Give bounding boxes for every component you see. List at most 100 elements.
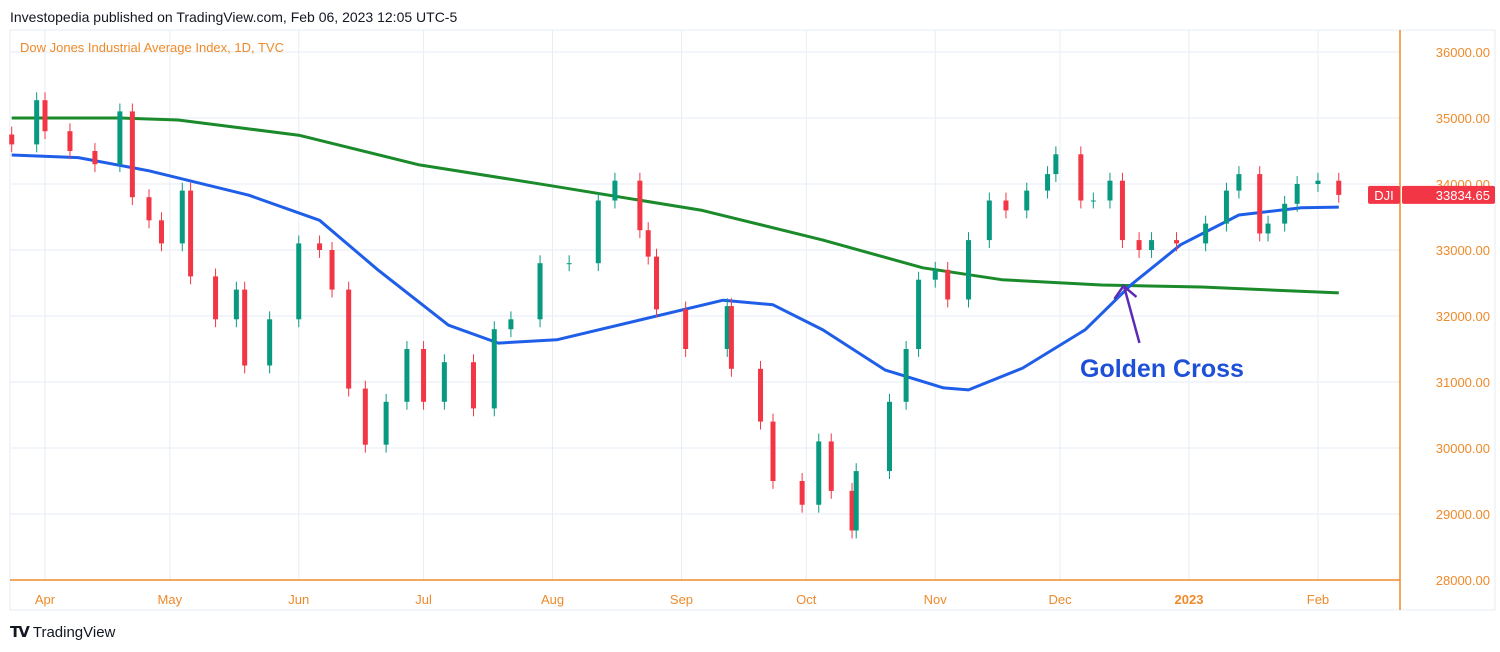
golden-cross-annotation: Golden Cross [1080, 355, 1244, 383]
candle-body [986, 200, 992, 241]
annotation-arrowhead-icon [1113, 284, 1138, 300]
x-tick-label: May [158, 592, 183, 607]
candle-body [158, 220, 164, 244]
y-tick-label: 35000.00 [1436, 111, 1490, 126]
y-tick-label: 32000.00 [1436, 309, 1490, 324]
candle-body [770, 421, 776, 481]
candle-body [296, 243, 302, 320]
x-tick-label: Oct [796, 592, 817, 607]
candle-body [34, 100, 40, 145]
candle-body [916, 279, 922, 349]
y-tick-label: 36000.00 [1436, 45, 1490, 60]
x-tick-label: Apr [35, 592, 56, 607]
candle-body [654, 256, 660, 310]
candle-body [383, 401, 389, 445]
candle-body [129, 111, 135, 198]
tradingview-logo-text: TradingView [32, 623, 116, 641]
candle-body [1257, 174, 1263, 234]
candle-body [1282, 203, 1288, 224]
candle-body [903, 349, 909, 402]
symbol-badge-text: DJI [1374, 188, 1394, 203]
candle-body [853, 471, 859, 531]
candle-body [346, 289, 352, 389]
x-tick-label: Jun [288, 592, 309, 607]
candle-body [1315, 180, 1321, 184]
candle-body [317, 243, 323, 250]
y-tick-label: 31000.00 [1436, 375, 1490, 390]
tradingview-logo-icon: 𝗧𝗩 [10, 624, 30, 641]
candle-body [645, 230, 651, 257]
candle-body [441, 362, 447, 402]
candle-body [67, 131, 73, 151]
candle-body [9, 134, 15, 145]
candle-body [421, 349, 427, 402]
candle-body [362, 388, 368, 445]
candle-body [816, 441, 822, 505]
chart-border [9, 29, 1496, 611]
candle-body [886, 401, 892, 472]
candle-body [188, 190, 194, 277]
candle-body [508, 319, 514, 330]
x-tick-label: Dec [1048, 592, 1072, 607]
candle-body [213, 276, 219, 320]
symbol-badge [1368, 185, 1400, 204]
candle-body [1003, 200, 1009, 211]
x-tick-label: Aug [541, 592, 564, 607]
candle-body [1119, 180, 1125, 241]
candle-body [1149, 240, 1155, 250]
x-tick-label: Feb [1307, 592, 1329, 607]
candle-body [1203, 223, 1209, 244]
candle-body [1294, 184, 1300, 204]
x-tick-label: 2023 [1175, 592, 1204, 607]
candle-body [683, 309, 689, 349]
x-tick-label: Sep [670, 592, 693, 607]
candle-body [932, 269, 938, 280]
x-tick-label: Nov [924, 592, 948, 607]
candle-body [724, 306, 730, 349]
candle-body [612, 180, 618, 201]
candle-body [849, 490, 855, 531]
candle-body [267, 319, 273, 366]
candle-body [1107, 180, 1113, 201]
candle-body [799, 481, 805, 505]
candle-body [1053, 154, 1059, 175]
candle-body [1236, 174, 1242, 191]
candle-body [1090, 200, 1096, 202]
candle-body [945, 269, 951, 300]
candle-body [1024, 190, 1030, 211]
candle-body [470, 362, 476, 409]
candle-body [92, 151, 98, 165]
candle-body [146, 197, 152, 221]
candle-body [758, 368, 764, 422]
y-tick-label: 33000.00 [1436, 243, 1490, 258]
candle-body [491, 329, 497, 409]
candle-body [1336, 180, 1342, 195]
candle-body [329, 250, 335, 290]
candle-body [566, 263, 572, 265]
annotation-arrow [1123, 287, 1141, 344]
candle-body [1223, 190, 1229, 224]
candle-body [966, 240, 972, 300]
last-price-badge [1402, 185, 1495, 204]
y-tick-label: 28000.00 [1436, 573, 1490, 588]
candle-body [242, 289, 248, 366]
candle-body [1078, 154, 1084, 201]
candle-body [404, 349, 410, 402]
last-price-text: 33834.65 [1436, 188, 1490, 203]
candle-body [117, 111, 123, 165]
published-caption: Investopedia published on TradingView.co… [10, 9, 458, 25]
candle-body [1265, 223, 1271, 234]
x-tick-label: Jul [415, 592, 432, 607]
y-tick-label: 29000.00 [1436, 507, 1490, 522]
candle-body [179, 190, 185, 244]
candle-body [728, 306, 734, 369]
tradingview-logo: 𝗧𝗩 TradingView [10, 623, 116, 642]
sma200-line [11, 116, 1339, 295]
candle-body [233, 289, 239, 320]
candle-body [1045, 174, 1051, 191]
candle-body [1174, 240, 1180, 244]
candle-body [1136, 240, 1142, 250]
candle-body [595, 200, 601, 264]
